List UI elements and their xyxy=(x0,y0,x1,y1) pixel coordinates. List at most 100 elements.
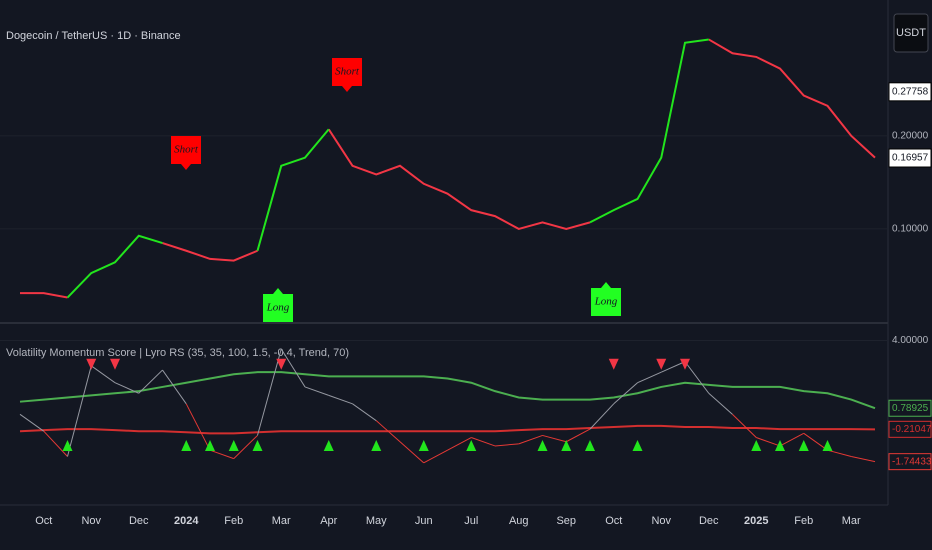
score-segment xyxy=(233,435,258,459)
x-tick-label: Mar xyxy=(842,515,861,527)
signal-flag-label: Long xyxy=(266,302,290,314)
score-segment xyxy=(589,403,615,430)
signal-flag-tip xyxy=(181,164,191,170)
indicator-title: Volatility Momentum Score | Lyro RS (35,… xyxy=(6,347,349,359)
last-value-label: -1.74433 xyxy=(892,456,932,467)
price-label: 0.16957 xyxy=(892,153,929,164)
signal-flag xyxy=(263,294,293,322)
score-segment xyxy=(375,420,401,443)
score-segment xyxy=(566,428,591,443)
series-line xyxy=(19,424,876,435)
score-segment xyxy=(613,382,638,405)
x-tick-label: Feb xyxy=(224,515,243,527)
long-signal xyxy=(585,439,595,451)
y-tick-label: 4.00000 xyxy=(892,335,929,346)
currency-button[interactable] xyxy=(893,13,929,53)
short-signal xyxy=(656,358,667,370)
signal-flag-tip xyxy=(273,288,283,294)
score-segment xyxy=(304,386,329,396)
long-signal xyxy=(228,439,239,451)
short-signal xyxy=(86,358,97,370)
signal-flag xyxy=(171,136,201,164)
long-signal xyxy=(205,439,215,451)
score-segment xyxy=(67,365,92,457)
score-segment xyxy=(352,403,377,422)
y-tick-label: 0.20000 xyxy=(892,130,929,141)
x-tick-label: Oct xyxy=(605,515,622,527)
long-signal xyxy=(371,439,382,451)
x-tick-label: Nov xyxy=(651,515,671,527)
x-tick-label: Jul xyxy=(464,515,478,527)
score-segment xyxy=(756,437,781,447)
last-value-label: 0.78925 xyxy=(892,403,929,414)
score-segment xyxy=(43,430,68,457)
x-tick-label: Jun xyxy=(415,515,433,527)
signal-flag-label: Long xyxy=(594,296,618,308)
long-signal xyxy=(323,439,334,451)
score-segment xyxy=(708,392,733,415)
score-segment xyxy=(779,432,804,447)
long-signal xyxy=(181,439,192,451)
x-tick-label: 2024 xyxy=(174,515,199,527)
y-tick-label: 0.10000 xyxy=(892,224,929,235)
signal-flag-tip xyxy=(342,86,352,92)
signal-flag xyxy=(591,288,621,316)
x-tick-label: Aug xyxy=(509,515,529,527)
long-signal xyxy=(62,439,73,451)
last-value-box xyxy=(888,453,932,471)
long-signal xyxy=(751,439,762,451)
x-tick-label: Oct xyxy=(35,515,52,527)
x-tick-label: Sep xyxy=(556,515,576,527)
x-tick-label: May xyxy=(366,515,387,527)
price-label: 0.27758 xyxy=(892,86,929,97)
score-segment xyxy=(257,348,282,436)
score-segment xyxy=(684,361,710,394)
score-segment xyxy=(19,413,45,432)
x-tick-label: Dec xyxy=(699,515,719,527)
long-signal xyxy=(252,439,263,451)
long-signal xyxy=(418,439,429,451)
score-segment xyxy=(447,437,472,451)
score-segment xyxy=(518,434,543,445)
score-segment xyxy=(494,443,519,447)
long-signal xyxy=(537,439,548,451)
x-tick-label: Feb xyxy=(794,515,813,527)
short-signal xyxy=(680,358,690,370)
price-label-box xyxy=(888,148,932,168)
series-line xyxy=(66,38,709,299)
score-segment xyxy=(399,441,425,464)
score-segment xyxy=(851,456,876,463)
series-line xyxy=(20,38,876,299)
x-tick-label: Dec xyxy=(129,515,149,527)
long-signal xyxy=(822,439,833,451)
signal-flag-label: Short xyxy=(174,144,199,156)
x-tick-label: Apr xyxy=(320,515,337,527)
short-signal xyxy=(608,358,619,370)
score-segment xyxy=(542,434,567,443)
series-line xyxy=(19,371,876,410)
long-signal xyxy=(798,439,809,451)
x-tick-label: Mar xyxy=(272,515,291,527)
last-value-box xyxy=(888,399,932,417)
score-segment xyxy=(328,394,353,405)
currency-label[interactable]: USDT xyxy=(896,27,926,39)
x-tick-label: Nov xyxy=(81,515,101,527)
score-segment xyxy=(209,449,234,460)
score-segment xyxy=(732,413,757,438)
score-segment xyxy=(661,361,686,373)
signal-flag-tip xyxy=(601,282,611,288)
long-signal xyxy=(775,439,785,451)
score-segment xyxy=(90,365,116,384)
last-value-box xyxy=(888,420,932,438)
score-segment xyxy=(471,437,496,447)
score-segment xyxy=(162,369,187,405)
price-label-box xyxy=(888,82,932,102)
chart-title: Dogecoin / TetherUS · 1D · Binance xyxy=(6,30,181,42)
score-segment xyxy=(637,371,662,384)
score-segment xyxy=(185,403,211,451)
short-signal xyxy=(276,358,287,370)
score-segment xyxy=(114,382,139,394)
long-signal xyxy=(632,439,643,451)
